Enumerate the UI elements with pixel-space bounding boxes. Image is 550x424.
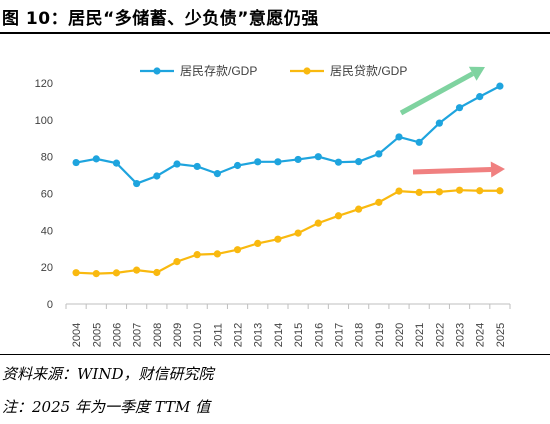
line-chart: 0 20 40 60 80 100 120 2004 2005 2006 2007 2008 2009… (35, 64, 511, 347)
red-trend-arrow (412, 161, 505, 178)
data-point (112, 269, 121, 277)
series-deposits (72, 82, 504, 188)
x-tick-label: 2009 (172, 323, 184, 347)
x-tick-label: 2006 (111, 323, 123, 347)
data-point (395, 187, 403, 195)
x-tick-label: 2011 (212, 323, 224, 347)
x-tick-label: 2013 (253, 323, 265, 347)
data-point (375, 150, 383, 158)
data-point (334, 158, 343, 166)
x-tick-label: 2005 (91, 323, 103, 347)
figure-title: 图 10：居民“多储蓄、少负债”意愿仍强 (2, 9, 319, 29)
series-layer (72, 82, 504, 278)
x-tick-label: 2020 (394, 323, 406, 347)
y-tick-label: 0 (47, 299, 53, 311)
data-point (213, 250, 221, 258)
data-point (213, 170, 221, 178)
data-point (274, 158, 282, 166)
data-point (476, 187, 484, 195)
data-point (415, 188, 423, 196)
data-point (193, 162, 201, 171)
x-tick-label: 2017 (333, 323, 345, 347)
source-note: 资料来源：WIND，财信研究院 (2, 365, 214, 383)
legend-label: 居民贷款/GDP (330, 64, 407, 78)
green-trend-arrow (399, 66, 485, 116)
x-tick-label: 2024 (475, 323, 487, 347)
data-point (455, 104, 464, 112)
y-tick-label: 40 (41, 225, 53, 237)
y-tick-label: 120 (35, 78, 53, 90)
data-point (435, 119, 443, 127)
data-point (455, 186, 464, 194)
legend-item: 居民存款/GDP (140, 64, 257, 78)
data-point (112, 159, 121, 167)
data-point (294, 229, 302, 237)
data-point (334, 212, 343, 220)
y-tick-label: 80 (41, 152, 53, 164)
x-axis: 2004 2005 2006 2007 2008 2009 2010 2011 2012 2013… (65, 303, 511, 347)
data-point (153, 268, 161, 277)
x-tick-label: 2004 (71, 323, 83, 347)
data-point (274, 235, 282, 243)
x-tick-label: 2010 (192, 323, 204, 347)
x-tick-label: 2015 (293, 323, 305, 347)
y-tick-label: 100 (35, 115, 53, 127)
data-point (355, 158, 363, 166)
data-point (92, 155, 100, 163)
x-tick-label: 2023 (455, 323, 467, 347)
data-point (193, 251, 201, 259)
data-point (92, 270, 100, 278)
data-point (496, 187, 504, 195)
x-tick-label: 2007 (132, 323, 144, 347)
x-tick-label: 2014 (273, 323, 285, 347)
series-line (75, 85, 501, 185)
data-point (395, 133, 403, 141)
data-point (173, 258, 181, 266)
data-point (314, 153, 322, 161)
x-tick-label: 2019 (374, 323, 386, 347)
series-loans (72, 186, 504, 278)
data-point (294, 155, 302, 164)
data-point (314, 219, 322, 227)
data-point (355, 205, 363, 213)
data-point (173, 160, 181, 168)
x-tick-label: 2012 (233, 323, 245, 347)
data-point (496, 82, 504, 90)
series-line (76, 189, 500, 275)
footnote: 注：2025 年为一季度 TTM 值 (2, 398, 211, 416)
data-point (233, 161, 242, 170)
x-tick-label: 2022 (434, 323, 446, 347)
data-point (153, 172, 161, 180)
data-point (435, 188, 443, 196)
data-point (72, 269, 80, 277)
title-underline (0, 32, 550, 34)
data-point (375, 198, 383, 206)
data-point (254, 239, 262, 248)
y-tick-label: 60 (41, 189, 53, 201)
x-tick-label: 2008 (152, 323, 164, 347)
y-tick-label: 20 (41, 262, 53, 274)
x-tick-label: 2016 (313, 323, 325, 347)
legend-item: 居民贷款/GDP (290, 64, 407, 78)
data-point (133, 179, 141, 188)
data-point (133, 266, 141, 274)
x-tick-label: 2018 (354, 323, 366, 347)
data-point (72, 158, 80, 167)
trend-arrows (399, 66, 505, 178)
y-axis: 0 20 40 60 80 100 120 (35, 78, 53, 311)
figure-bottom-rule (0, 354, 550, 355)
data-point (254, 158, 262, 166)
x-tick-label: 2025 (495, 323, 507, 347)
legend-label: 居民存款/GDP (180, 64, 257, 78)
x-tick-label: 2021 (414, 323, 426, 347)
legend: 居民存款/GDP 居民贷款/GDP (140, 64, 407, 78)
data-point (233, 246, 242, 254)
data-point (476, 93, 484, 101)
data-point (415, 138, 423, 146)
